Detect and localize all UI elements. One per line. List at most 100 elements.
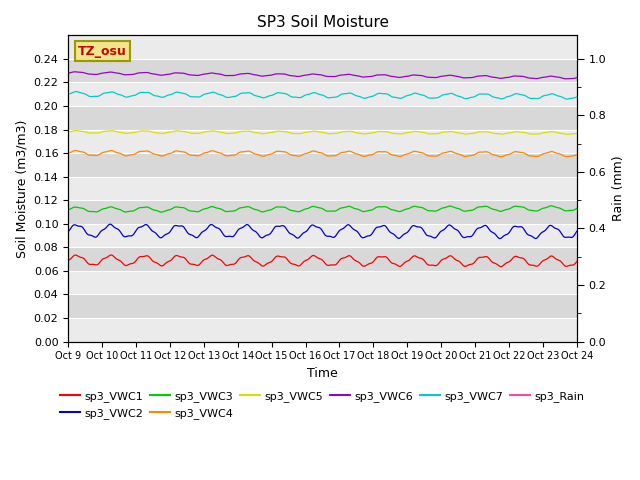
- sp3_VWC6: [205, 71, 212, 76]
- sp3_VWC2: [205, 223, 212, 229]
- sp3_VWC4: [205, 149, 212, 155]
- Y-axis label: Rain (mm): Rain (mm): [612, 156, 625, 221]
- sp3_VWC1: [64, 257, 72, 263]
- sp3_VWC2: [74, 223, 81, 228]
- Line: sp3_VWC6: sp3_VWC6: [68, 72, 577, 79]
- Bar: [68, 130, 577, 153]
- sp3_VWC7: [563, 96, 571, 102]
- sp3_VWC7: [400, 95, 408, 100]
- sp3_VWC3: [573, 205, 580, 211]
- Line: sp3_VWC4: sp3_VWC4: [68, 151, 577, 157]
- Bar: [68, 59, 577, 83]
- sp3_VWC5: [178, 129, 186, 134]
- sp3_VWC6: [563, 76, 570, 82]
- sp3_Rain: [399, 339, 406, 345]
- sp3_VWC4: [573, 151, 580, 157]
- sp3_VWC7: [72, 89, 80, 95]
- sp3_Rain: [126, 339, 134, 345]
- sp3_VWC7: [573, 94, 580, 100]
- Line: sp3_VWC2: sp3_VWC2: [68, 224, 577, 239]
- sp3_VWC1: [400, 261, 408, 266]
- sp3_VWC6: [64, 70, 72, 76]
- sp3_VWC5: [563, 132, 571, 137]
- sp3_VWC1: [573, 258, 580, 264]
- Title: SP3 Soil Moisture: SP3 Soil Moisture: [257, 15, 388, 30]
- sp3_VWC1: [178, 254, 186, 260]
- sp3_VWC1: [127, 261, 134, 267]
- sp3_VWC7: [127, 93, 134, 99]
- Y-axis label: Soil Moisture (m3/m3): Soil Moisture (m3/m3): [15, 119, 28, 258]
- sp3_VWC1: [385, 257, 392, 263]
- Bar: [68, 177, 577, 200]
- sp3_Rain: [177, 339, 185, 345]
- sp3_VWC5: [385, 129, 392, 135]
- sp3_VWC4: [127, 152, 134, 158]
- sp3_VWC7: [205, 90, 212, 96]
- Bar: [68, 247, 577, 271]
- sp3_VWC2: [106, 221, 114, 227]
- sp3_VWC5: [74, 128, 82, 133]
- sp3_VWC6: [573, 75, 580, 81]
- sp3_VWC3: [64, 207, 72, 213]
- sp3_Rain: [573, 339, 580, 345]
- sp3_VWC2: [400, 232, 408, 238]
- sp3_VWC2: [64, 229, 72, 235]
- Bar: [68, 318, 577, 342]
- sp3_VWC1: [108, 252, 115, 258]
- sp3_VWC3: [178, 204, 186, 210]
- sp3_VWC5: [64, 129, 72, 135]
- sp3_VWC6: [74, 69, 82, 75]
- sp3_Rain: [64, 339, 72, 345]
- sp3_VWC5: [400, 131, 408, 136]
- sp3_Rain: [384, 339, 392, 345]
- sp3_VWC1: [205, 254, 212, 260]
- sp3_VWC3: [548, 203, 556, 209]
- sp3_VWC7: [385, 92, 392, 97]
- sp3_VWC4: [385, 150, 392, 156]
- Bar: [68, 294, 577, 318]
- Bar: [68, 271, 577, 294]
- sp3_VWC4: [400, 152, 408, 158]
- sp3_VWC3: [74, 204, 81, 210]
- sp3_Rain: [204, 339, 212, 345]
- sp3_VWC7: [74, 89, 82, 95]
- Line: sp3_VWC3: sp3_VWC3: [68, 206, 577, 212]
- sp3_VWC3: [400, 207, 408, 213]
- sp3_VWC3: [205, 204, 212, 210]
- sp3_VWC2: [127, 233, 134, 239]
- sp3_VWC6: [127, 72, 134, 77]
- sp3_VWC3: [385, 205, 392, 211]
- sp3_VWC6: [178, 70, 186, 76]
- Bar: [68, 106, 577, 130]
- sp3_VWC2: [385, 228, 392, 233]
- sp3_VWC7: [64, 91, 72, 97]
- Bar: [68, 153, 577, 177]
- sp3_VWC6: [70, 69, 78, 75]
- sp3_VWC1: [74, 253, 81, 259]
- Legend: sp3_VWC1, sp3_VWC2, sp3_VWC3, sp3_VWC4, sp3_VWC5, sp3_VWC6, sp3_VWC7, sp3_Rain: sp3_VWC1, sp3_VWC2, sp3_VWC3, sp3_VWC4, …: [56, 387, 589, 423]
- Line: sp3_VWC1: sp3_VWC1: [68, 255, 577, 267]
- Text: TZ_osu: TZ_osu: [78, 45, 127, 58]
- sp3_VWC3: [126, 208, 134, 214]
- sp3_VWC4: [72, 148, 79, 154]
- sp3_VWC4: [178, 149, 186, 155]
- sp3_VWC2: [496, 236, 504, 241]
- sp3_VWC6: [400, 74, 408, 80]
- Bar: [68, 224, 577, 247]
- Line: sp3_VWC7: sp3_VWC7: [68, 92, 577, 99]
- Bar: [68, 83, 577, 106]
- sp3_VWC3: [157, 209, 165, 215]
- Bar: [68, 200, 577, 224]
- sp3_VWC4: [74, 148, 82, 154]
- sp3_VWC2: [178, 223, 186, 229]
- sp3_VWC1: [497, 264, 505, 270]
- sp3_VWC5: [72, 128, 80, 133]
- sp3_VWC4: [64, 150, 72, 156]
- sp3_VWC2: [573, 228, 580, 234]
- Line: sp3_VWC5: sp3_VWC5: [68, 131, 577, 134]
- sp3_VWC7: [178, 90, 186, 96]
- sp3_VWC5: [127, 130, 134, 136]
- sp3_VWC6: [385, 73, 392, 79]
- sp3_Rain: [74, 339, 81, 345]
- X-axis label: Time: Time: [307, 367, 338, 380]
